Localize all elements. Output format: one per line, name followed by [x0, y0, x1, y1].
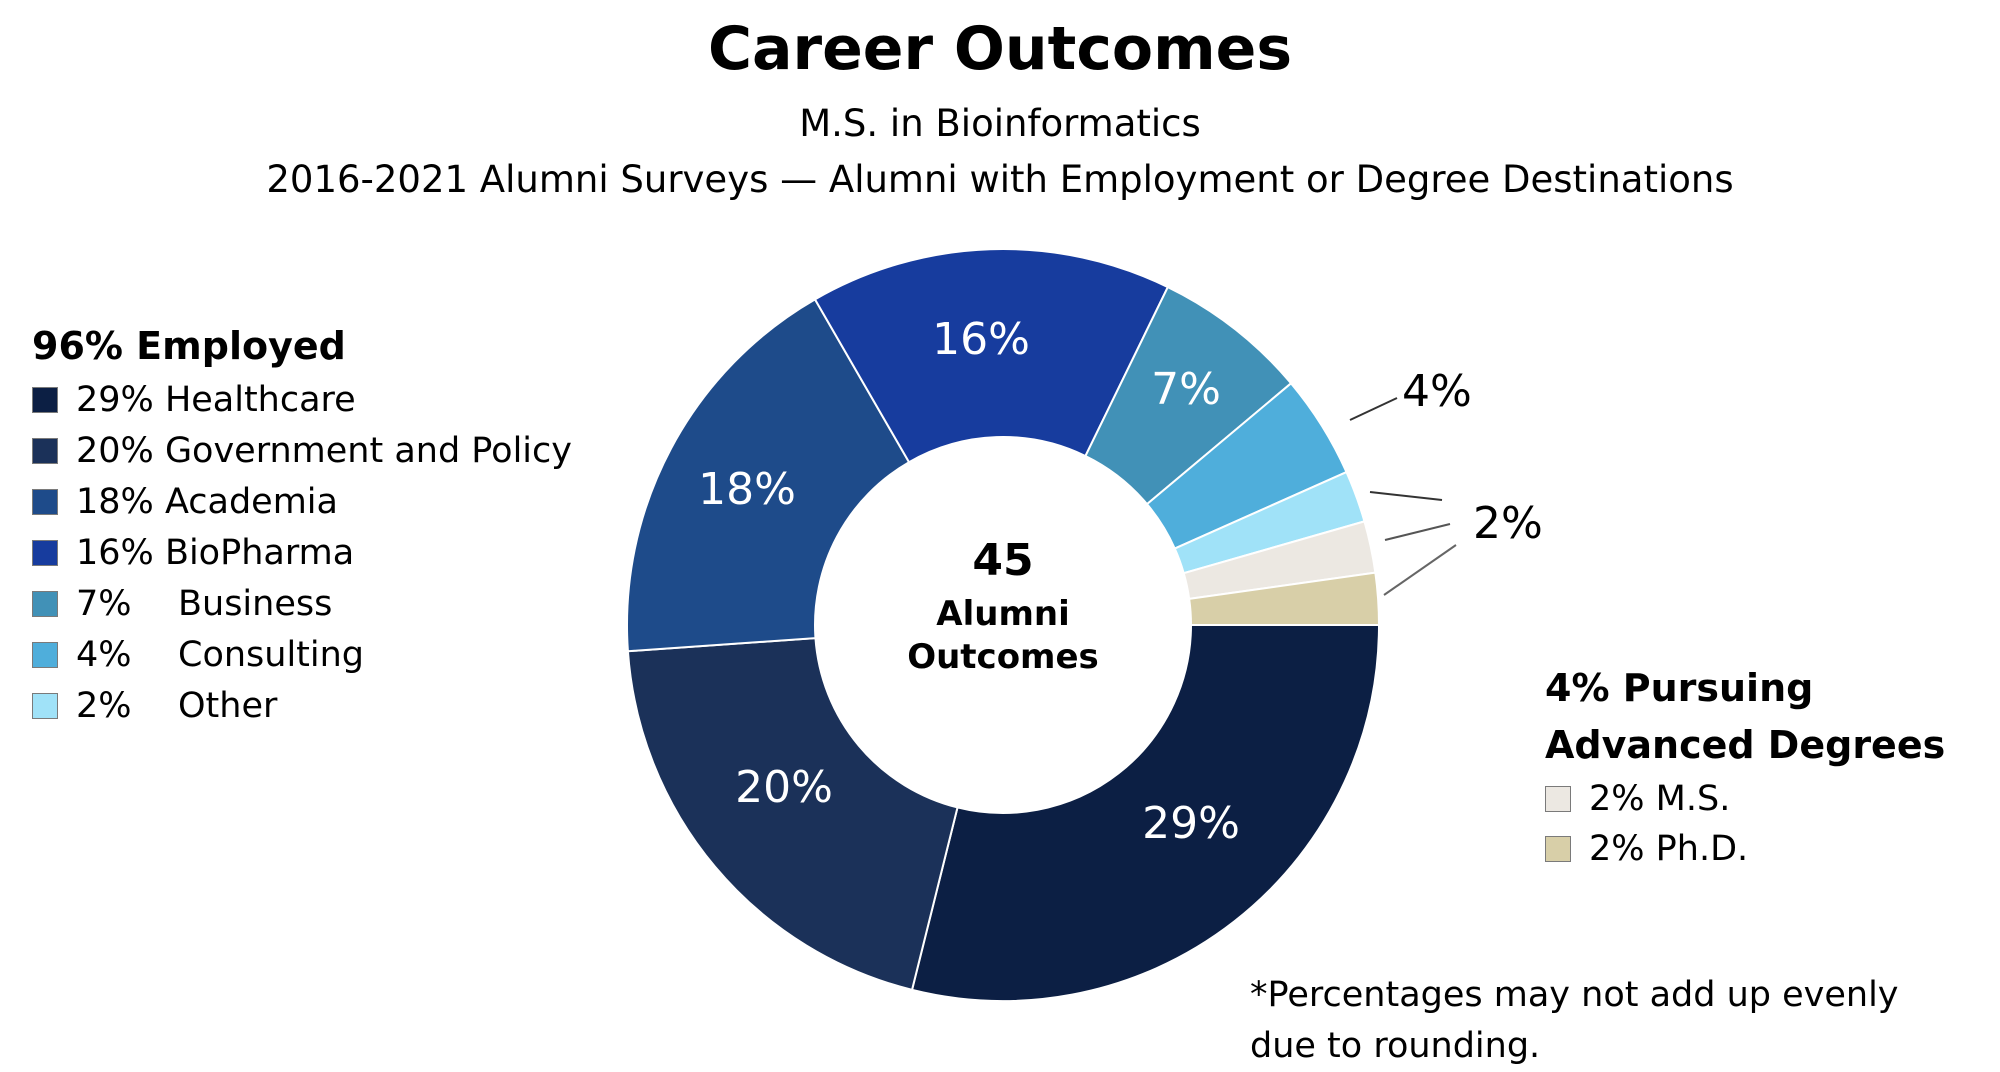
- slice-label-biopharma: 16%: [932, 314, 1030, 365]
- employed-legend-title: 96% Employed: [32, 324, 346, 368]
- swatch-ms: [1545, 786, 1571, 812]
- swatch-biopharma: [32, 539, 58, 566]
- leader-line-consulting: [1349, 397, 1398, 421]
- legend-pct: 2%: [1589, 779, 1645, 819]
- leader-lines: [1349, 397, 1457, 596]
- legend-pct: 29%: [76, 379, 154, 420]
- degrees-legend-title-line1: 4% Pursuing: [1545, 666, 1814, 710]
- legend-label: Government and Policy: [164, 430, 572, 471]
- legend-label: Ph.D.: [1655, 829, 1749, 869]
- swatch-business: [32, 590, 58, 617]
- legend-item-government: 20% Government and Policy: [32, 425, 572, 476]
- legend-pct: 18%: [76, 481, 154, 522]
- center-line2: Outcomes: [907, 637, 1099, 677]
- legend-item-phd: 2% Ph.D.: [1545, 824, 1945, 874]
- legend-label: BioPharma: [164, 532, 355, 573]
- legend-item-ms: 2% M.S.: [1545, 774, 1945, 824]
- legend-item-biopharma: 16% BioPharma: [32, 527, 572, 578]
- leader-line-ms: [1384, 523, 1451, 541]
- slice-label-business: 7%: [1151, 364, 1221, 415]
- degrees-legend: 4% Pursuing Advanced Degrees 2% M.S. 2% …: [1545, 660, 1945, 874]
- swatch-academia: [32, 488, 58, 515]
- degrees-legend-title-line2: Advanced Degrees: [1545, 723, 1946, 767]
- slice-healthcare: [910, 624, 1381, 1002]
- swatch-other: [32, 692, 58, 719]
- chart-title: Career Outcomes: [707, 14, 1293, 84]
- slice-label-consulting: 4%: [1402, 366, 1472, 417]
- legend-label: Other: [178, 685, 278, 726]
- leader-line-phd: [1383, 544, 1457, 596]
- slice-label-academia: 18%: [698, 464, 796, 515]
- slice-biopharma: [813, 248, 1170, 464]
- slice-ph-d: [1188, 571, 1381, 626]
- chart-subtitle-program: M.S. in Bioinformatics: [799, 102, 1201, 145]
- footnote-line2: due to rounding.: [1250, 1026, 1541, 1066]
- legend-pct: 16%: [76, 532, 154, 573]
- legend-label: Consulting: [178, 634, 365, 675]
- legend-item-academia: 18% Academia: [32, 476, 572, 527]
- legend-label: M.S.: [1655, 779, 1731, 819]
- swatch-government: [32, 437, 58, 464]
- legend-label: Healthcare: [164, 379, 356, 420]
- swatch-phd: [1545, 836, 1571, 862]
- slice-labels: 29% 20% 18% 16% 7% 4% 2%: [698, 314, 1543, 849]
- footnote-line1: *Percentages may not add up evenly: [1250, 975, 1899, 1015]
- legend-label: Academia: [164, 481, 338, 522]
- legend-item-business: 7% Business: [32, 578, 572, 629]
- legend-pct: 2%: [76, 685, 132, 726]
- swatch-healthcare: [32, 386, 58, 413]
- swatch-consulting: [32, 641, 58, 668]
- legend-pct: 20%: [76, 430, 154, 471]
- slice-academia: [626, 298, 911, 653]
- legend-label: Business: [178, 583, 333, 624]
- slice-government-and-policy: [626, 637, 959, 992]
- employed-legend: 96% Employed 29% Healthcare 20% Governme…: [32, 318, 572, 731]
- leader-line-other: [1369, 491, 1443, 501]
- legend-pct: 2%: [1589, 829, 1645, 869]
- chart-subtitle-survey: 2016-2021 Alumni Surveys — Alumni with E…: [266, 158, 1734, 201]
- center-count: 45: [972, 535, 1033, 586]
- slice-label-healthcare: 29%: [1142, 798, 1240, 849]
- slice-label-government: 20%: [735, 762, 833, 813]
- legend-pct: 4%: [76, 634, 132, 675]
- legend-pct: 7%: [76, 583, 132, 624]
- legend-item-other: 2% Other: [32, 680, 572, 731]
- legend-item-consulting: 4% Consulting: [32, 629, 572, 680]
- donut-slices: [626, 248, 1381, 1002]
- slice-label-small: 2%: [1473, 498, 1543, 549]
- legend-item-healthcare: 29% Healthcare: [32, 374, 572, 425]
- footnote: *Percentages may not add up evenly due t…: [1250, 970, 1990, 1072]
- center-label: 45 Alumni Outcomes: [907, 535, 1099, 677]
- center-line1: Alumni: [936, 594, 1069, 634]
